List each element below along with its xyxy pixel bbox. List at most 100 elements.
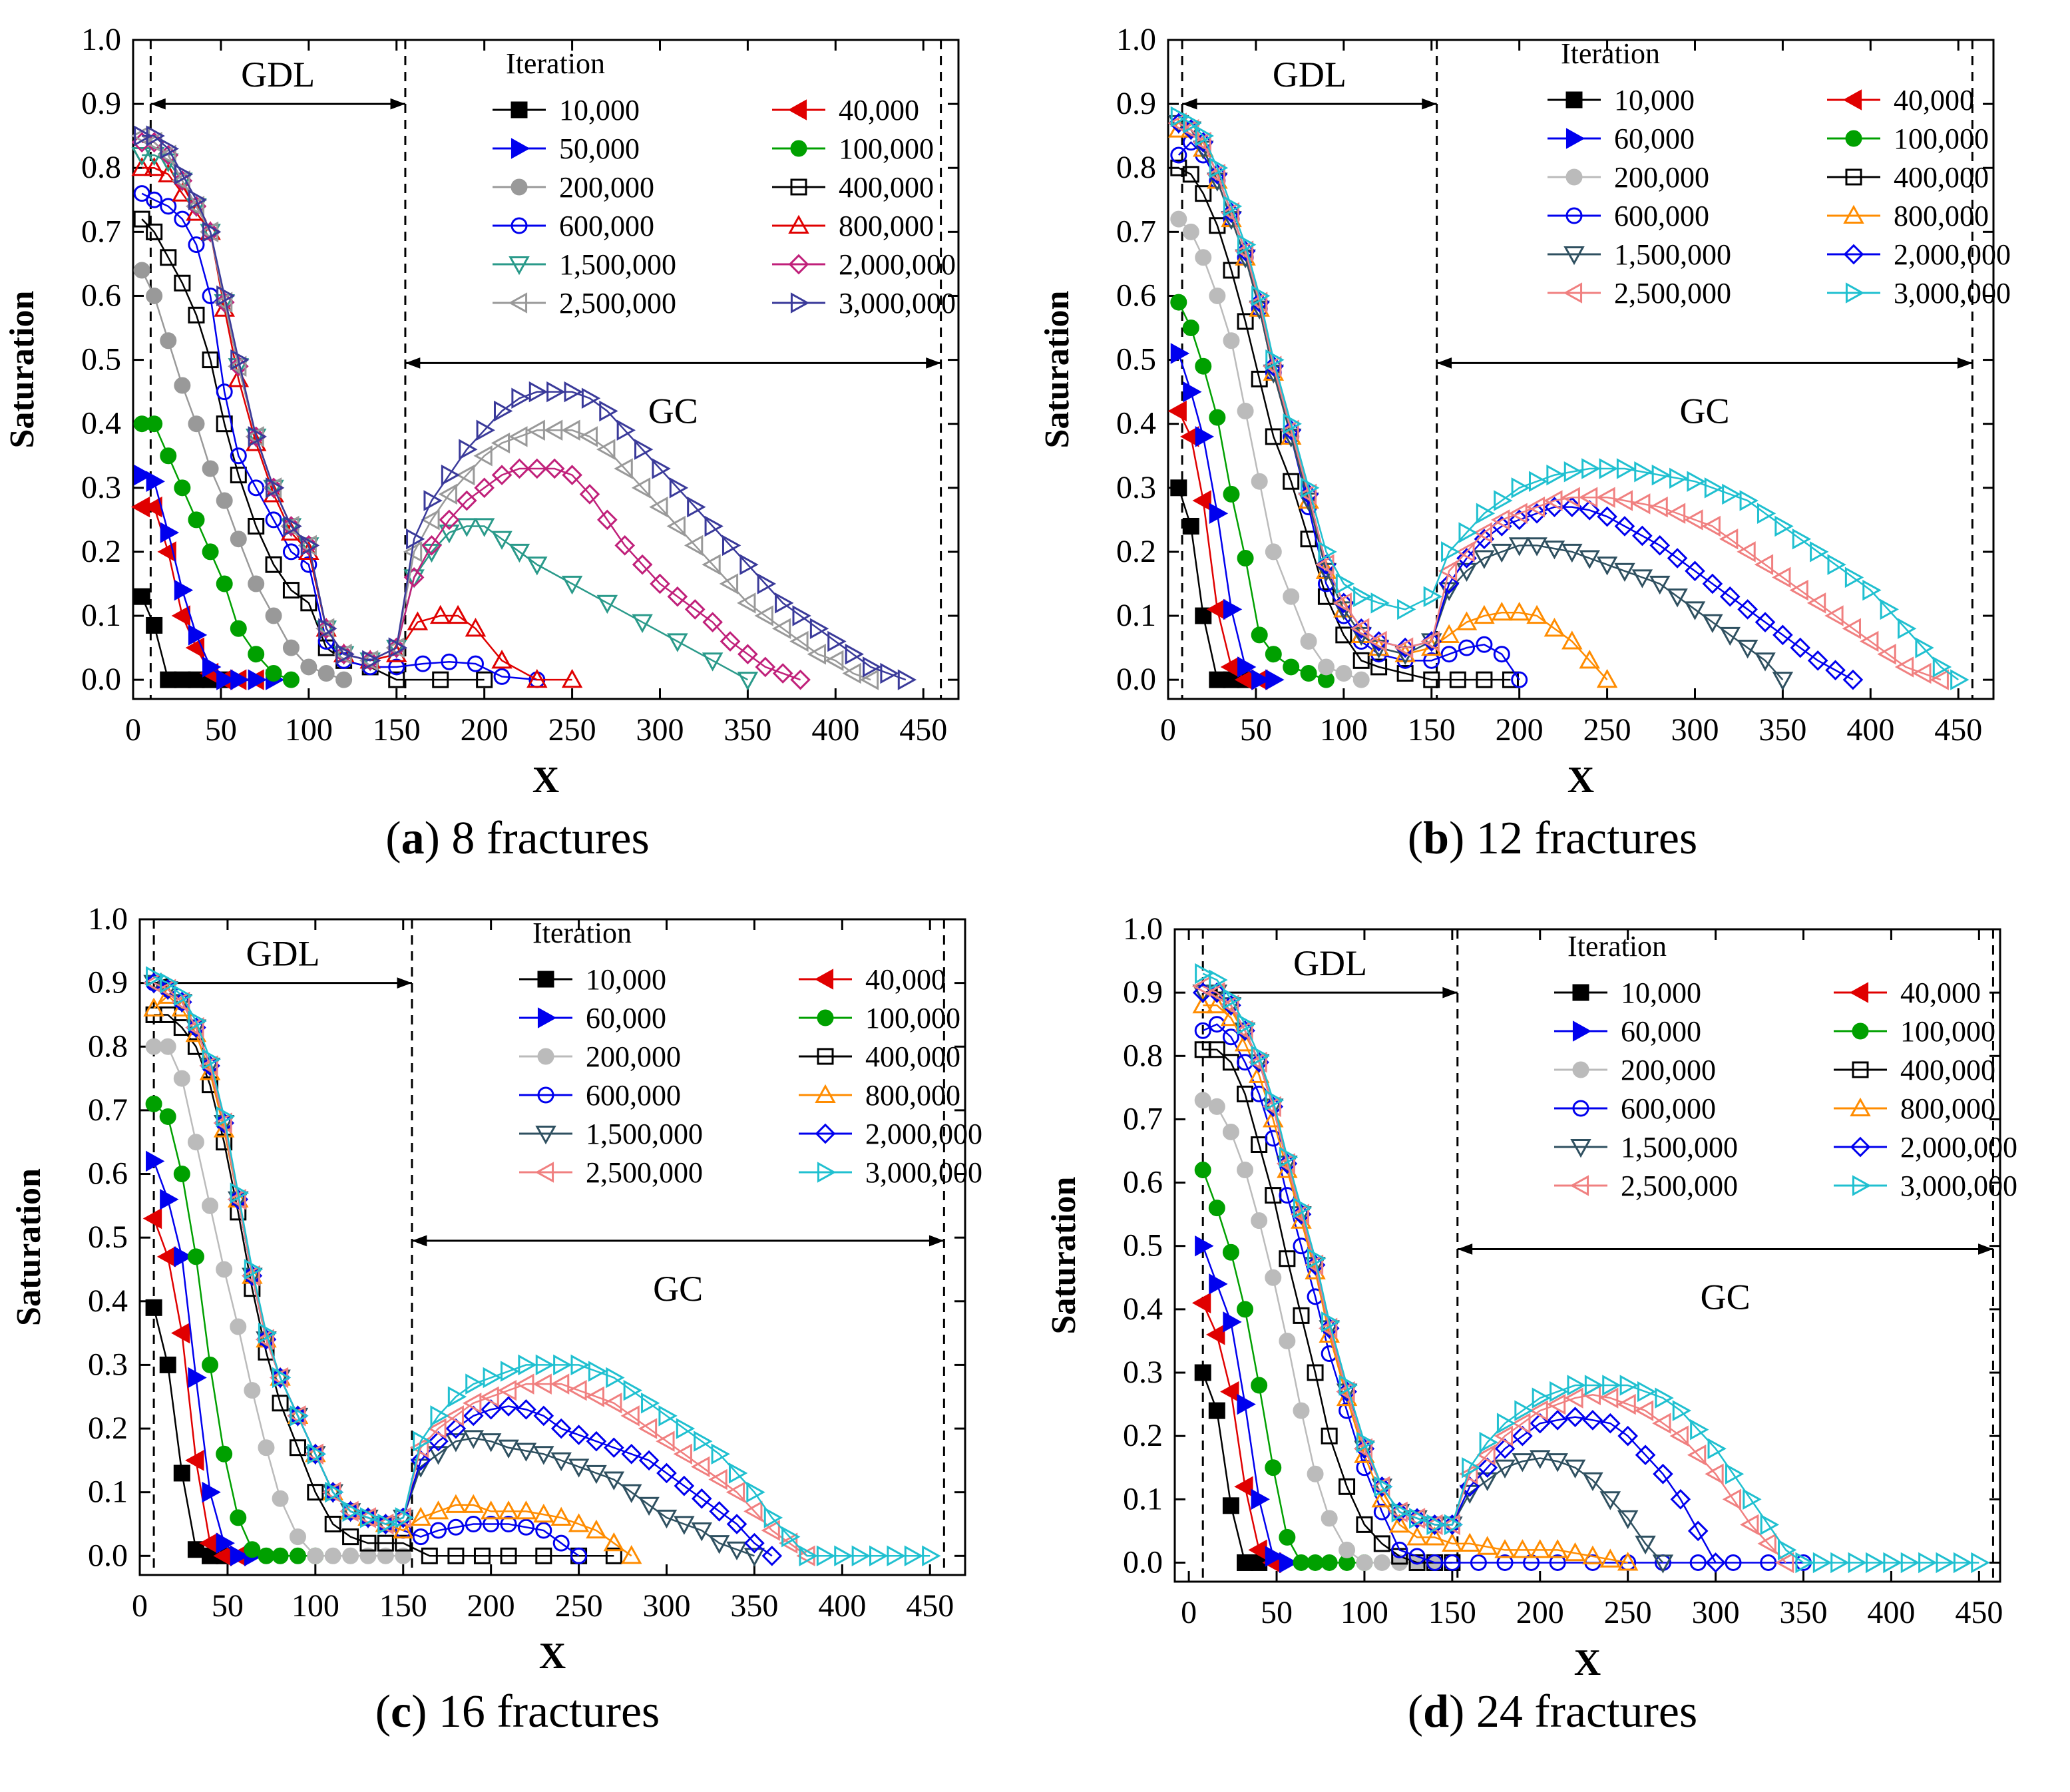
data-point [526,668,548,688]
data-point [1509,509,1530,531]
data-point [550,1506,572,1526]
data-point [1307,1465,1324,1482]
legend-marker [1845,168,1862,186]
data-point [1223,485,1240,503]
data-point [1812,1552,1832,1574]
data-point [597,509,618,531]
data-point [270,1369,291,1389]
data-point [134,125,153,146]
data-point [1774,515,1794,537]
series-40000 [142,1208,246,1567]
legend-label: 3,000,000 [1894,277,2011,310]
data-point [1669,467,1689,489]
y-tick-label: 0.2 [1116,534,1156,569]
legend-marker [788,254,809,275]
data-point [1561,497,1583,517]
y-tick-label: 1.0 [1123,911,1163,947]
data-point [1251,1212,1268,1230]
data-point [493,668,511,685]
data-point [816,1545,836,1567]
data-point [1223,196,1243,217]
data-point [1220,202,1240,224]
data-point [1456,611,1478,630]
data-point [586,1464,607,1484]
data-point [1251,1136,1268,1153]
data-point [216,383,233,401]
data-point [620,1405,640,1427]
y-tick-label: 0.7 [81,214,121,249]
data-point [1193,132,1214,153]
data-point [1192,132,1211,153]
x-tick-label: 400 [1867,1595,1915,1630]
data-point [1317,575,1335,592]
legend-label: 600,000 [586,1079,681,1112]
data-point [143,156,165,176]
data-point [1810,541,1829,562]
legend-label: 2,500,000 [1621,1170,1738,1202]
data-point [1476,1444,1496,1466]
data-point [1579,550,1600,569]
legend-item: 60,000 [519,1002,666,1034]
series-line [142,134,907,681]
data-point [174,1246,193,1267]
data-point [1719,626,1741,646]
data-point [1356,1459,1373,1476]
data-point [186,196,207,217]
data-point [216,1445,233,1462]
data-point [263,479,284,499]
data-point [359,1507,379,1528]
data-point [658,1405,678,1427]
legend-item: 600,000 [519,1079,681,1112]
data-point [1493,646,1510,663]
data-point [1508,503,1528,525]
data-point [1195,249,1212,266]
data-point [1293,1307,1310,1324]
data-point [1318,541,1337,562]
data-point [1544,617,1565,637]
data-point [272,1490,289,1507]
y-tick-label: 0.4 [1116,406,1156,441]
data-point [174,164,194,185]
legend-marker [537,971,554,988]
data-point [781,1526,801,1548]
data-point [228,1189,249,1210]
data-point [230,349,250,371]
legend-title: Iteration [532,917,632,949]
data-point [1251,285,1271,307]
data-point [1473,522,1492,543]
data-point [171,1322,190,1344]
data-point [377,1534,394,1552]
data-point [1616,458,1636,479]
x-axis-label: X [1567,760,1594,801]
x-tick-label: 250 [555,1588,603,1624]
data-point [632,614,653,633]
data-point [1512,1453,1534,1472]
data-point [282,639,300,656]
data-point [1195,426,1215,447]
data-point [599,400,618,422]
data-point [173,1070,190,1087]
data-point [778,1532,798,1554]
data-point [245,428,267,448]
data-point [133,588,150,605]
data-point [160,671,177,688]
data-point [687,496,706,518]
data-point [428,1431,449,1452]
data-point [146,471,165,492]
data-point [1444,1514,1464,1536]
y-tick-label: 0.6 [1116,278,1156,313]
data-point [528,381,548,403]
legend-marker [1843,244,1864,265]
data-point [1754,554,1774,575]
data-point [498,1500,519,1520]
data-point [459,439,478,460]
data-point [281,516,302,537]
data-point [1806,592,1826,614]
x-tick-label: 100 [1341,1595,1388,1630]
data-point [652,458,671,479]
data-point [134,464,153,486]
data-point [1283,473,1300,490]
data-point [1293,1554,1310,1571]
data-point [667,586,688,607]
series-line [141,192,537,681]
